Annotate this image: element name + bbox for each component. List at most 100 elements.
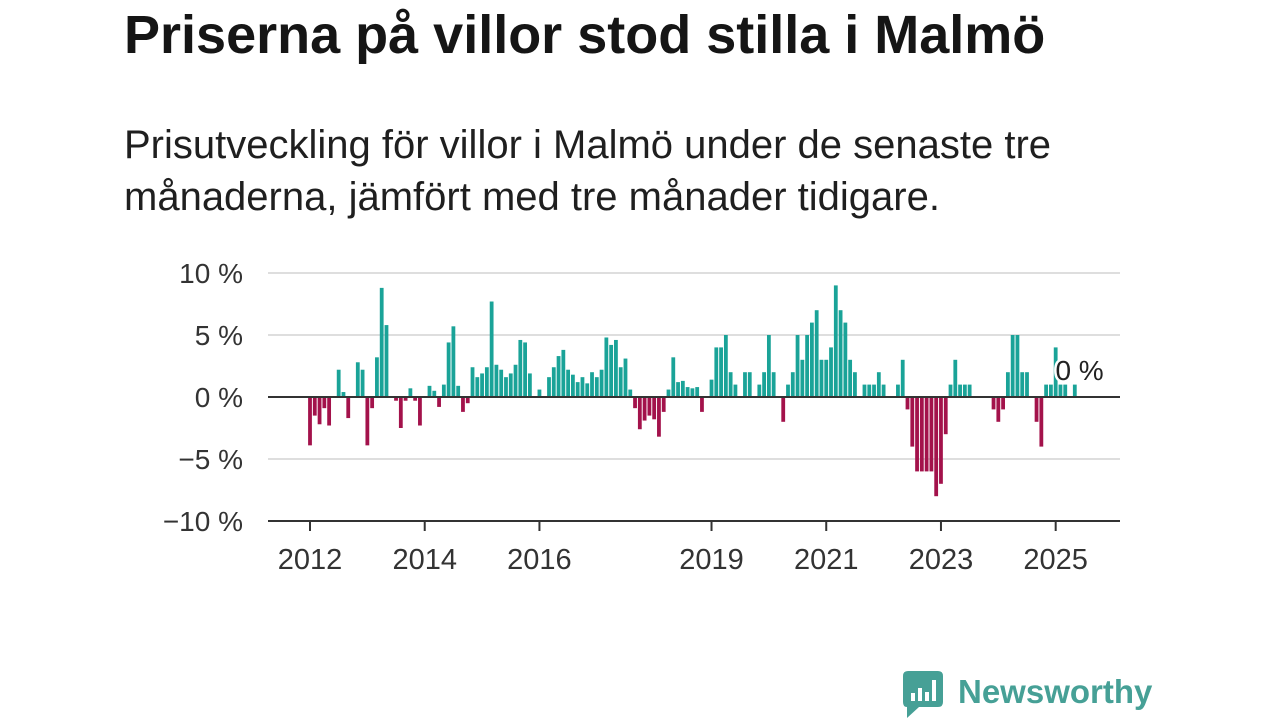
y-tick-label: 10 %: [179, 258, 243, 289]
bar: [484, 367, 489, 397]
bar: [881, 384, 886, 397]
bar: [604, 337, 609, 397]
bar: [437, 397, 441, 407]
bar: [518, 339, 523, 397]
bar: [943, 397, 948, 435]
bar: [441, 384, 446, 397]
bar: [1015, 335, 1020, 397]
bar: [747, 372, 752, 397]
bar: [838, 310, 843, 397]
bar: [594, 377, 599, 397]
y-tick-label: 5 %: [195, 320, 243, 351]
bar: [795, 335, 800, 397]
bar: [824, 359, 829, 397]
bar: [470, 367, 475, 397]
bar: [833, 285, 838, 397]
x-tick-label: 2021: [794, 544, 859, 576]
bar: [810, 322, 814, 397]
bar: [1034, 397, 1039, 422]
x-tick-label: 2016: [507, 544, 572, 576]
bar: [1049, 384, 1053, 397]
bar: [494, 364, 499, 397]
bar: [743, 372, 747, 397]
bar: [766, 335, 771, 397]
bar: [618, 367, 623, 397]
bar: [398, 397, 403, 428]
bar: [370, 397, 375, 409]
bar: [327, 397, 332, 426]
bar: [556, 356, 561, 397]
y-tick-label: 0 %: [195, 382, 243, 413]
bar: [341, 392, 346, 397]
bar: [427, 385, 432, 397]
bar: [480, 373, 484, 397]
bar: [790, 372, 795, 397]
bar: [962, 384, 967, 397]
bar: [642, 397, 647, 421]
bar: [719, 347, 723, 397]
bar: [1025, 372, 1029, 397]
bar: [1001, 397, 1005, 410]
bar: [700, 397, 704, 412]
bar: [1063, 384, 1068, 397]
bar: [523, 342, 527, 397]
bar: [781, 397, 786, 422]
bar: [637, 397, 642, 430]
bar: [771, 372, 776, 397]
bar: [757, 384, 762, 397]
bar: [461, 397, 465, 412]
bar: [599, 369, 604, 397]
last-value-label: 0 %: [1055, 355, 1103, 386]
x-tick-label: 2025: [1023, 544, 1088, 576]
bar: [527, 373, 532, 397]
bar: [575, 382, 580, 397]
bar: [896, 384, 900, 397]
bar: [360, 369, 365, 397]
bar: [418, 397, 422, 426]
bar: [475, 377, 480, 397]
bar: [465, 397, 470, 404]
bar: [312, 397, 317, 416]
bar: [690, 388, 695, 397]
bar: [1044, 384, 1049, 397]
bar: [580, 377, 585, 397]
bar: [513, 364, 518, 397]
bar: [322, 397, 327, 409]
bar: [633, 397, 637, 409]
bar: [876, 372, 881, 397]
bar: [561, 349, 566, 397]
bar: [924, 397, 929, 472]
bar: [829, 347, 833, 397]
bar: [504, 377, 508, 397]
bar: [695, 387, 700, 397]
bar: [1058, 384, 1063, 397]
bar: [365, 397, 370, 446]
bar: [853, 372, 857, 397]
bar: [680, 380, 685, 397]
x-tick-label: 2012: [278, 544, 343, 576]
bar: [432, 390, 437, 397]
bar: [714, 347, 719, 397]
bar: [614, 339, 618, 397]
bar: [413, 397, 418, 401]
bar: [872, 384, 876, 397]
bar: [308, 397, 312, 446]
bar: [590, 372, 594, 397]
bar: [1053, 347, 1058, 397]
bar: [375, 357, 379, 397]
bar: [728, 372, 733, 397]
bar: [967, 384, 972, 397]
bar: [647, 397, 652, 416]
bar: [394, 397, 398, 401]
bar: [862, 384, 867, 397]
bar: [843, 322, 848, 397]
bar: [786, 384, 790, 397]
bar: [900, 359, 905, 397]
bar: [547, 377, 551, 397]
bar: [571, 374, 575, 397]
bar: [408, 388, 413, 397]
bar: [948, 384, 953, 397]
chart-title: Priserna på villor stod stilla i Malmö: [124, 5, 1046, 65]
y-tick-label: −5 %: [178, 444, 243, 475]
